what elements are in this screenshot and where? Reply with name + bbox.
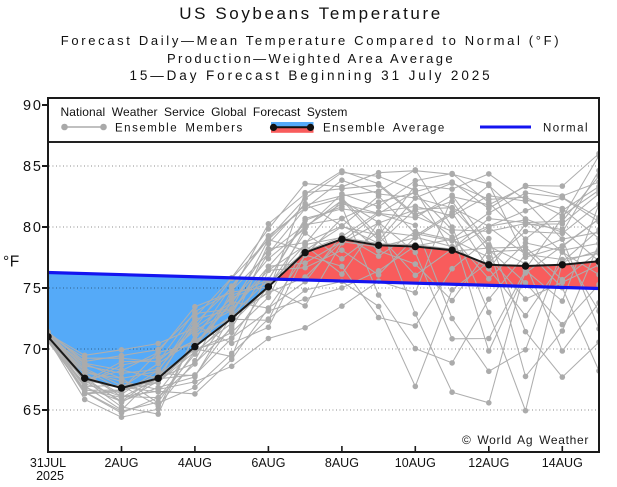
svg-text:90: 90 bbox=[23, 98, 43, 114]
svg-text:85: 85 bbox=[23, 159, 43, 175]
svg-text:Ensemble Members: Ensemble Members bbox=[115, 123, 244, 135]
svg-text:°F: °F bbox=[3, 254, 20, 271]
svg-text:2025: 2025 bbox=[36, 469, 64, 483]
svg-text:© World Ag Weather: © World Ag Weather bbox=[462, 433, 589, 447]
svg-text:Normal: Normal bbox=[543, 123, 589, 135]
svg-text:2AUG: 2AUG bbox=[104, 456, 138, 470]
svg-text:4AUG: 4AUG bbox=[178, 456, 212, 470]
svg-text:65: 65 bbox=[23, 403, 43, 419]
svg-text:70: 70 bbox=[23, 342, 43, 358]
svg-text:31JUL: 31JUL bbox=[30, 456, 66, 470]
svg-text:8AUG: 8AUG bbox=[325, 456, 359, 470]
svg-text:Ensemble Average: Ensemble Average bbox=[323, 123, 446, 135]
svg-text:75: 75 bbox=[23, 281, 43, 297]
svg-text:10AUG: 10AUG bbox=[395, 456, 436, 470]
svg-text:14AUG: 14AUG bbox=[542, 456, 583, 470]
svg-text:80: 80 bbox=[23, 220, 43, 236]
svg-text:6AUG: 6AUG bbox=[251, 456, 285, 470]
svg-text:12AUG: 12AUG bbox=[468, 456, 509, 470]
svg-text:National Weather Service Globa: National Weather Service Global Forecast… bbox=[61, 105, 348, 119]
